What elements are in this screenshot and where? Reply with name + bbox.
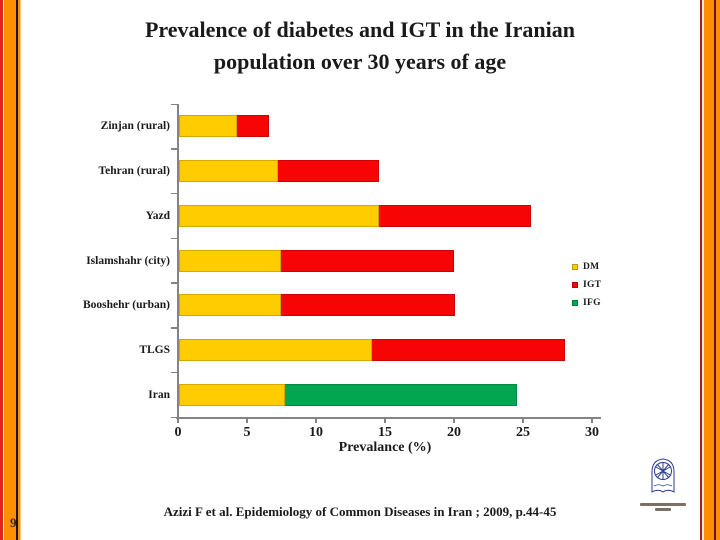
- y-axis-tick: [171, 327, 178, 329]
- y-axis-tick: [171, 103, 178, 105]
- x-axis-tick: [384, 417, 386, 423]
- y-axis-tick: [171, 237, 178, 240]
- bar-row: [179, 294, 455, 317]
- ifg-bar-segment: [285, 383, 518, 406]
- y-axis-tick: [171, 416, 178, 418]
- dm-bar-segment: [179, 160, 279, 183]
- slide-page-number: 9: [10, 515, 17, 530]
- x-axis-tick: [591, 417, 593, 423]
- igt-bar-segment: [278, 160, 380, 183]
- logo-caption-line: [655, 508, 671, 511]
- title-line-2: population over 30 years of age: [213, 49, 507, 74]
- igt-bar-segment: [379, 204, 531, 227]
- x-axis-line: [176, 417, 601, 419]
- x-axis-tick: [246, 417, 248, 423]
- chart-legend: DM IGT IFG: [572, 258, 601, 312]
- legend-label: IFG: [583, 298, 601, 308]
- x-axis-tick: [453, 417, 455, 423]
- left-border-decoration: [0, 0, 22, 540]
- page-title: Prevalence of diabetes and IGT in the Ir…: [40, 14, 680, 78]
- category-label: Islamshahr (city): [86, 254, 170, 267]
- igt-bar-segment: [372, 338, 566, 361]
- dm-bar-segment: [179, 338, 373, 361]
- x-tick-label: 30: [585, 425, 599, 440]
- x-tick-label: 5: [243, 425, 251, 440]
- dm-legend-swatch: [572, 264, 578, 270]
- legend-label: DM: [583, 262, 600, 272]
- ifg-legend-swatch: [572, 300, 578, 306]
- category-label: Booshehr (urban): [82, 299, 170, 312]
- category-label: Tehran (rural): [98, 165, 170, 178]
- citation-text: Azizi F et al. Epidemiology of Common Di…: [163, 504, 557, 519]
- institute-emblem-icon: [651, 458, 675, 493]
- x-axis-tick: [177, 417, 179, 423]
- bar-row: [179, 160, 380, 183]
- dm-bar-segment: [179, 294, 282, 317]
- x-tick-label: 10: [309, 425, 323, 440]
- dm-bar-segment: [179, 204, 380, 227]
- category-label: Iran: [148, 388, 170, 401]
- y-axis-tick: [171, 282, 178, 284]
- legend-label: IGT: [583, 280, 602, 290]
- bar-row: [179, 383, 518, 406]
- title-line-1: Prevalence of diabetes and IGT in the Ir…: [144, 17, 576, 42]
- x-axis-tick: [315, 417, 317, 423]
- right-border-decoration: [700, 0, 720, 540]
- dm-bar-segment: [179, 383, 286, 406]
- x-axis-label: Prevalance (%): [338, 440, 432, 455]
- x-tick-label: 0: [174, 425, 182, 440]
- y-axis-tick: [171, 192, 178, 195]
- igt-bar-segment: [236, 115, 269, 138]
- y-axis-tick: [171, 148, 178, 150]
- y-axis-line: [177, 104, 179, 417]
- igt-legend-swatch: [572, 282, 578, 288]
- legend-item-dm: DM: [572, 258, 601, 276]
- bar-row: [179, 249, 454, 272]
- category-label: Zinjan (rural): [100, 120, 170, 133]
- bar-row: [179, 204, 531, 227]
- y-axis-tick: [171, 371, 178, 374]
- legend-item-igt: IGT: [572, 276, 601, 294]
- igt-bar-segment: [281, 294, 455, 317]
- x-tick-label: 15: [378, 425, 392, 440]
- x-axis-tick: [522, 417, 524, 423]
- x-tick-label: 20: [447, 425, 461, 440]
- logo-caption-line: [640, 503, 686, 506]
- legend-item-ifg: IFG: [572, 294, 601, 312]
- igt-bar-segment: [281, 249, 454, 272]
- institute-logo: [636, 456, 690, 536]
- x-tick-label: 25: [516, 425, 530, 440]
- dm-bar-segment: [179, 115, 237, 138]
- bar-row: [179, 338, 566, 361]
- category-label: TLGS: [139, 343, 170, 356]
- category-label: Yazd: [145, 209, 170, 222]
- bar-row: [179, 115, 269, 138]
- dm-bar-segment: [179, 249, 282, 272]
